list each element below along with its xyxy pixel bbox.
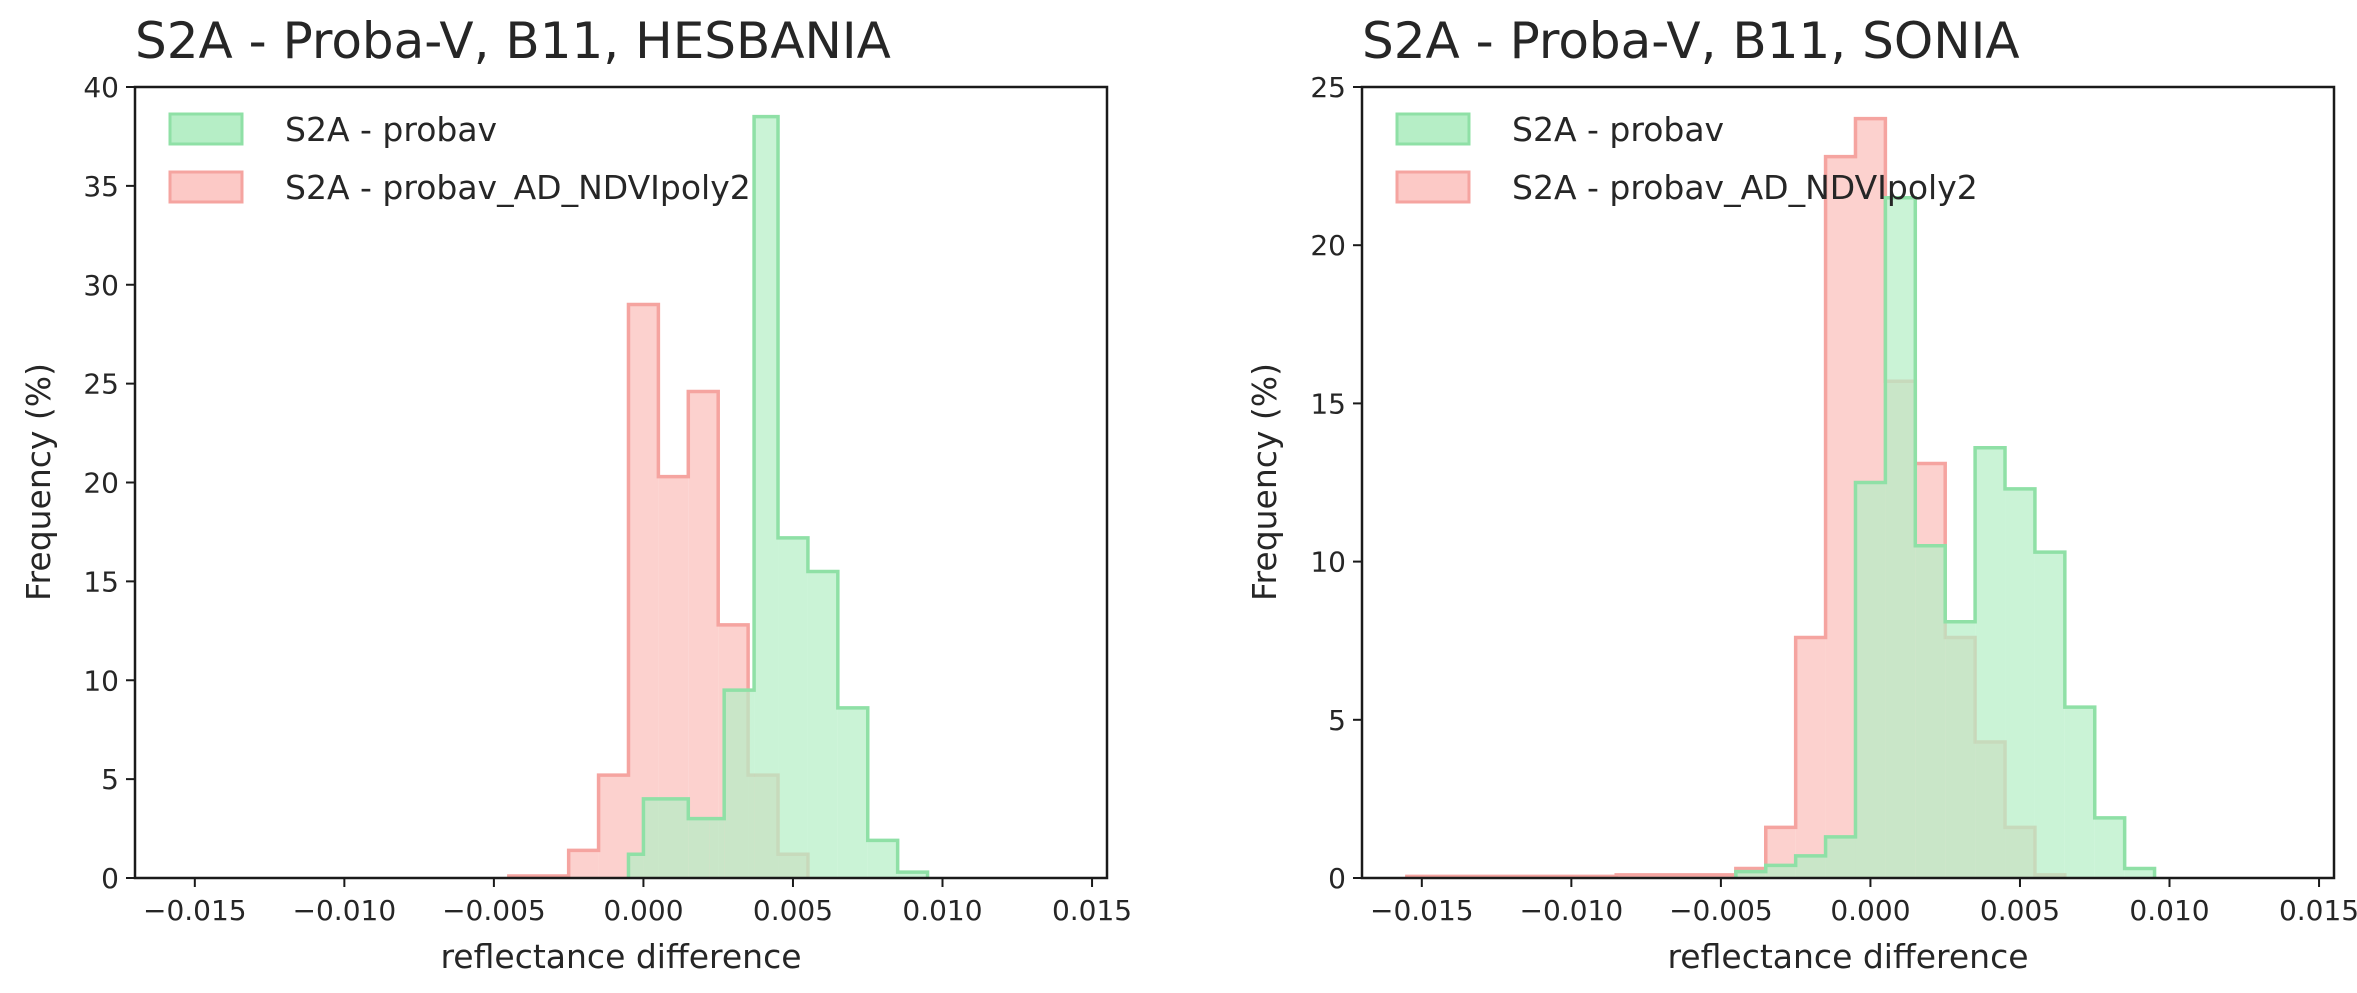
y-axis-label: Frequency (%) [1245, 363, 1284, 601]
x-tick-label: 0.005 [1980, 894, 2060, 927]
legend-label: S2A - probav [285, 110, 497, 149]
legend-swatch-red [168, 170, 244, 204]
histogram-bar [2064, 707, 2095, 878]
x-axis-label: reflectance difference [1667, 937, 2028, 976]
histogram-bar [897, 872, 928, 878]
series-green [1734, 195, 2157, 879]
histogram-bar [2094, 817, 2125, 878]
x-ticks: −0.015 −0.010 −0.005 0.000 0.005 0.010 0.015 [143, 878, 1132, 927]
histogram-bar [837, 707, 868, 878]
x-tick-label: −0.010 [1520, 894, 1624, 927]
legend: S2A - probav S2A - probav_AD_NDVIpoly2 [168, 110, 751, 207]
histogram-bar [2124, 868, 2155, 878]
x-ticks: −0.015 −0.010 −0.005 0.000 0.005 0.010 0.015 [1370, 878, 2357, 927]
histogram-bar [1885, 197, 1916, 879]
histogram-bar [628, 304, 659, 878]
y-tick-label: 20 [1310, 229, 1346, 262]
bars-layer [1405, 116, 2157, 879]
x-tick-label: −0.005 [442, 894, 546, 927]
histogram-bar [643, 798, 689, 878]
histogram-bar [1825, 836, 1856, 878]
chart-title: S2A - Proba-V, B11, SONIA [1362, 12, 2020, 70]
y-tick-label: 20 [83, 467, 119, 500]
legend-swatch-green [1395, 112, 1471, 146]
x-tick-label: 0.015 [2279, 894, 2357, 927]
y-tick-label: 35 [83, 170, 119, 203]
x-tick-label: 0.010 [902, 894, 982, 927]
histogram-bar [754, 116, 779, 879]
histogram-bar [1855, 482, 1886, 878]
x-axis-label: reflectance difference [440, 937, 801, 976]
histogram-bar [867, 840, 898, 878]
y-ticks: 0 5 10 15 20 25 30 35 40 [83, 71, 135, 895]
y-tick-label: 30 [83, 269, 119, 302]
histogram-bar [1825, 156, 1856, 878]
legend-swatch-green [168, 112, 244, 146]
histogram-bar [778, 537, 808, 878]
bars-layer [507, 114, 930, 879]
histogram-bar [628, 854, 644, 878]
legend: S2A - probav S2A - probav_AD_NDVIpoly2 [1395, 110, 1978, 207]
y-tick-label: 15 [1310, 387, 1346, 420]
chart-title: S2A - Proba-V, B11, HESBANIA [135, 12, 891, 70]
histogram-bar [1915, 545, 1946, 878]
chart-hesbania: S2A - Proba-V, B11, HESBANIA −0.015 −0.01… [19, 12, 1132, 976]
legend-swatch-red [1395, 170, 1471, 204]
y-tick-label: 10 [83, 664, 119, 697]
x-tick-label: 0.005 [753, 894, 833, 927]
histogram-bar [807, 571, 838, 878]
x-tick-label: −0.015 [143, 894, 247, 927]
y-tick-label: 0 [101, 862, 119, 895]
histogram-bar [688, 391, 719, 878]
series-green [626, 114, 930, 879]
y-tick-label: 15 [83, 565, 119, 598]
histogram-bar [2005, 488, 2035, 878]
x-tick-label: 0.010 [2129, 894, 2209, 927]
y-axis-label: Frequency (%) [19, 363, 58, 601]
x-tick-label: −0.005 [1669, 894, 1773, 927]
x-tick-label: 0.015 [1052, 894, 1132, 927]
y-tick-label: 10 [1310, 546, 1346, 579]
histogram-bar [724, 690, 755, 878]
histogram-bar [1765, 865, 1796, 878]
x-tick-label: −0.010 [293, 894, 397, 927]
y-ticks: 0 5 10 15 20 25 [1310, 71, 1362, 895]
histogram-bar [709, 818, 725, 878]
x-tick-label: 0.000 [603, 894, 683, 927]
histogram-bar [1735, 871, 1766, 878]
histogram-bar [568, 850, 599, 878]
y-tick-label: 25 [1310, 71, 1346, 104]
chart-sonia: S2A - Proba-V, B11, SONIA −0.015 −0.010 −0… [1245, 12, 2357, 976]
histogram-bar [1795, 855, 1826, 878]
legend-label: S2A - probav [1512, 110, 1724, 149]
x-tick-label: −0.015 [1370, 894, 1474, 927]
histogram-bar [688, 818, 710, 878]
y-tick-label: 0 [1328, 862, 1346, 895]
y-tick-label: 5 [1328, 704, 1346, 737]
legend-label: S2A - probav_AD_NDVIpoly2 [285, 168, 751, 207]
y-tick-label: 40 [83, 71, 119, 104]
axes-frame [1360, 85, 2336, 880]
y-tick-label: 25 [83, 368, 119, 401]
y-tick-label: 5 [101, 763, 119, 796]
histogram-bar [2034, 552, 2065, 878]
histogram-bar [1975, 447, 2006, 878]
x-tick-label: 0.000 [1830, 894, 1910, 927]
histogram-outline [626, 114, 930, 878]
histogram-bar [1795, 637, 1826, 878]
histogram-outline [1734, 195, 2157, 878]
histogram-bar [598, 775, 629, 878]
legend-label: S2A - probav_AD_NDVIpoly2 [1512, 168, 1978, 207]
histogram-bar [1945, 621, 1976, 878]
